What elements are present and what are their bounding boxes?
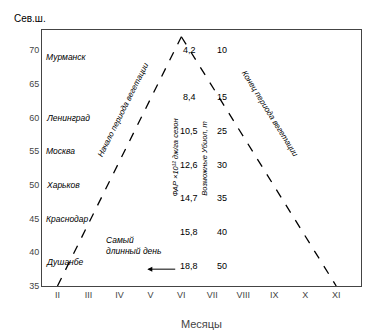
svg-text:ФАР ×10¹² дж/га сезон: ФАР ×10¹² дж/га сезон <box>171 118 180 196</box>
svg-text:VII: VII <box>207 290 218 300</box>
svg-text:60: 60 <box>29 113 39 123</box>
svg-text:10,5: 10,5 <box>180 126 198 136</box>
svg-text:15,8: 15,8 <box>180 227 198 237</box>
svg-text:30: 30 <box>217 160 227 170</box>
svg-text:4,2: 4,2 <box>183 45 196 55</box>
svg-text:V: V <box>147 290 153 300</box>
svg-text:50: 50 <box>217 261 227 271</box>
svg-text:65: 65 <box>29 79 39 89</box>
svg-text:40: 40 <box>217 227 227 237</box>
svg-text:25: 25 <box>217 126 227 136</box>
svg-text:X: X <box>302 290 308 300</box>
svg-text:Месяцы: Месяцы <box>181 318 222 330</box>
svg-text:70: 70 <box>29 45 39 55</box>
svg-text:45: 45 <box>29 214 39 224</box>
svg-text:IX: IX <box>270 290 279 300</box>
svg-text:35: 35 <box>217 193 227 203</box>
svg-text:15: 15 <box>217 92 227 102</box>
svg-text:Харьков: Харьков <box>46 180 80 190</box>
svg-text:8,4: 8,4 <box>183 92 196 102</box>
svg-text:Возможные Убиол, т: Возможные Убиол, т <box>200 121 209 196</box>
svg-text:XI: XI <box>332 290 341 300</box>
svg-text:Конец периода вегетации: Конец периода вегетации <box>240 69 300 159</box>
svg-text:II: II <box>55 290 60 300</box>
svg-text:40: 40 <box>29 247 39 257</box>
svg-text:Москва: Москва <box>46 146 75 156</box>
svg-text:III: III <box>85 290 93 300</box>
svg-text:Самыйдлинный день: Самыйдлинный день <box>106 235 162 256</box>
svg-text:18,8: 18,8 <box>180 261 198 271</box>
svg-text:55: 55 <box>29 146 39 156</box>
svg-text:VI: VI <box>177 290 186 300</box>
svg-text:IV: IV <box>115 290 124 300</box>
svg-text:Мурманск: Мурманск <box>46 52 87 62</box>
svg-text:35: 35 <box>29 281 39 291</box>
svg-text:Краснодар: Краснодар <box>46 214 89 224</box>
svg-text:50: 50 <box>29 180 39 190</box>
svg-text:Сев.ш.: Сев.ш. <box>14 13 46 24</box>
svg-text:Душанбе: Душанбе <box>46 257 84 267</box>
svg-text:12,6: 12,6 <box>180 160 198 170</box>
svg-text:VIII: VIII <box>237 290 251 300</box>
svg-text:Ленинград: Ленинград <box>46 113 90 123</box>
svg-text:Начало периода вегетации: Начало периода вегетации <box>96 61 151 158</box>
svg-text:10: 10 <box>217 45 227 55</box>
svg-text:14,7: 14,7 <box>180 193 198 203</box>
